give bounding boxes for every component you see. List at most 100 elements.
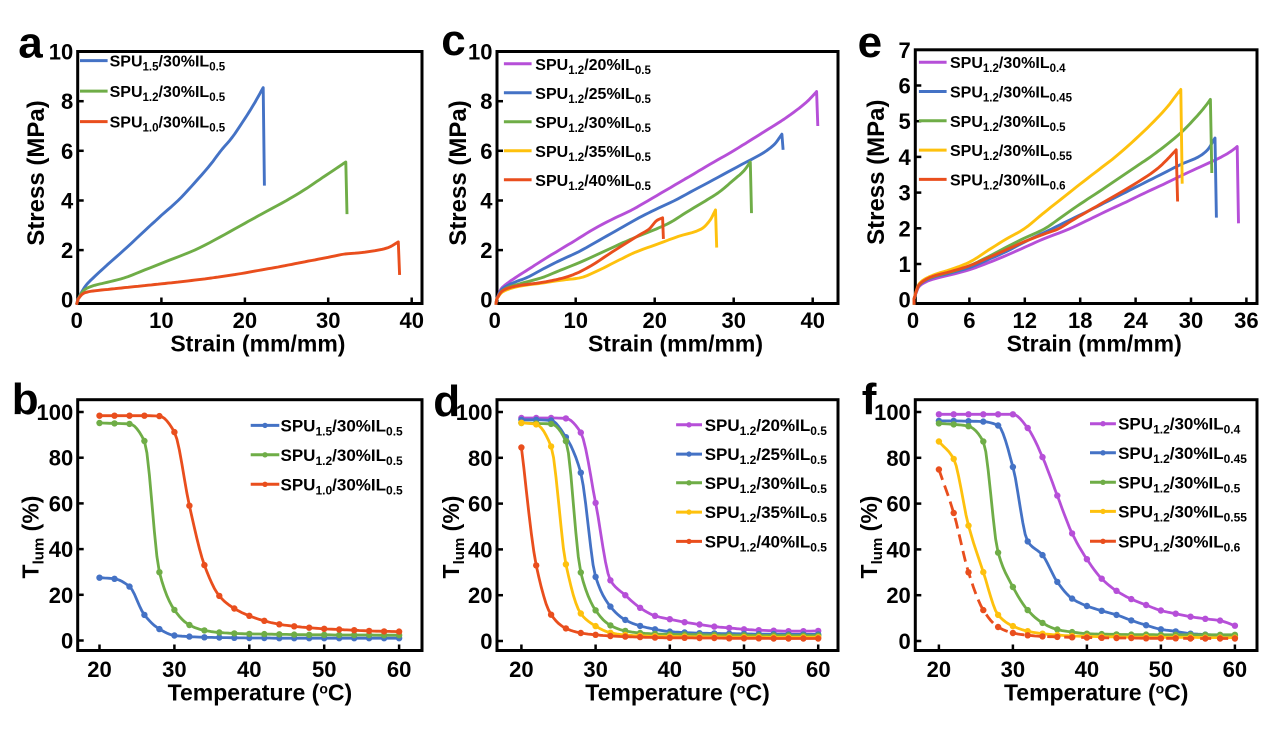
svg-text:Stress (MPa): Stress (MPa) [863,100,890,245]
svg-text:50: 50 [1149,657,1173,682]
svg-text:Tlum (%): Tlum (%) [18,496,48,579]
svg-text:SPU1.2/30%IL0.45: SPU1.2/30%IL0.45 [950,85,1073,105]
svg-text:2: 2 [899,216,911,241]
svg-text:d: d [433,377,460,426]
svg-text:8: 8 [61,89,73,114]
svg-text:80: 80 [886,446,910,471]
svg-text:0: 0 [61,288,73,313]
svg-text:SPU1.2/25%IL0.5: SPU1.2/25%IL0.5 [705,445,828,467]
svg-text:60: 60 [49,491,73,516]
svg-text:SPU1.2/35%IL0.5: SPU1.2/35%IL0.5 [535,144,651,164]
svg-text:SPU1.0/30%IL0.5: SPU1.0/30%IL0.5 [281,475,404,497]
svg-text:40: 40 [800,308,824,333]
svg-text:30: 30 [1179,308,1203,333]
svg-text:SPU1.2/20%IL0.5: SPU1.2/20%IL0.5 [705,416,828,438]
svg-text:SPU1.2/30%IL0.4: SPU1.2/30%IL0.4 [950,55,1066,75]
svg-text:SPU1.2/30%IL0.6: SPU1.2/30%IL0.6 [950,172,1066,192]
svg-text:0: 0 [480,629,492,654]
svg-text:6: 6 [480,139,492,164]
svg-text:Stress (MPa): Stress (MPa) [23,100,50,245]
svg-text:10: 10 [563,308,587,333]
svg-text:2: 2 [61,238,73,263]
svg-text:40: 40 [237,657,261,682]
svg-text:0: 0 [907,308,919,333]
svg-text:30: 30 [1001,657,1025,682]
svg-text:0: 0 [899,629,911,654]
svg-text:c: c [441,16,465,65]
svg-text:80: 80 [49,446,73,471]
svg-text:a: a [18,19,43,68]
svg-text:1: 1 [899,252,911,277]
svg-text:Strain (mm/mm): Strain (mm/mm) [170,331,345,357]
svg-text:SPU1.5/30%IL0.5: SPU1.5/30%IL0.5 [110,54,226,74]
svg-text:SPU1.2/30%IL0.45: SPU1.2/30%IL0.45 [1118,444,1247,466]
svg-text:50: 50 [312,657,336,682]
svg-text:SPU1.2/30%IL0.6: SPU1.2/30%IL0.6 [1118,532,1241,554]
svg-text:SPU1.2/30%IL0.4: SPU1.2/30%IL0.4 [1118,415,1241,437]
svg-text:10: 10 [149,308,173,333]
svg-text:20: 20 [886,583,910,608]
svg-text:SPU1.2/30%IL0.55: SPU1.2/30%IL0.55 [1118,502,1247,524]
svg-text:7: 7 [899,38,911,63]
svg-text:8: 8 [480,89,492,114]
svg-text:20: 20 [509,657,533,682]
svg-text:SPU1.2/30%IL0.5: SPU1.2/30%IL0.5 [950,114,1066,134]
svg-text:SPU1.2/40%IL0.5: SPU1.2/40%IL0.5 [535,173,651,193]
svg-text:6: 6 [899,74,911,99]
svg-text:Stress (MPa): Stress (MPa) [445,100,472,245]
svg-text:40: 40 [886,537,910,562]
svg-text:60: 60 [886,492,910,517]
svg-text:100: 100 [456,400,493,425]
svg-text:SPU1.2/30%IL0.5: SPU1.2/30%IL0.5 [110,84,226,104]
svg-text:Tlum (%): Tlum (%) [856,496,886,579]
svg-text:SPU1.2/30%IL0.5: SPU1.2/30%IL0.5 [1118,473,1241,495]
svg-text:50: 50 [732,657,756,682]
svg-text:Strain (mm/mm): Strain (mm/mm) [588,331,763,357]
svg-text:3: 3 [899,181,911,206]
svg-text:80: 80 [468,446,492,471]
svg-text:36: 36 [1234,308,1258,333]
svg-text:0: 0 [61,629,73,654]
svg-text:SPU1.2/25%IL0.5: SPU1.2/25%IL0.5 [535,86,651,106]
svg-text:e: e [858,18,882,67]
svg-text:2: 2 [480,238,492,263]
svg-text:20: 20 [49,583,73,608]
svg-text:20: 20 [642,308,666,333]
svg-text:30: 30 [162,657,186,682]
svg-text:SPU1.2/20%IL0.5: SPU1.2/20%IL0.5 [535,57,651,77]
svg-text:SPU1.2/30%IL0.5: SPU1.2/30%IL0.5 [705,474,828,496]
svg-text:SPU1.0/30%IL0.5: SPU1.0/30%IL0.5 [110,115,226,135]
svg-text:5: 5 [899,109,911,134]
svg-text:0: 0 [899,288,911,313]
svg-text:60: 60 [806,657,830,682]
svg-text:40: 40 [468,537,492,562]
svg-text:20: 20 [233,308,257,333]
svg-text:12: 12 [1013,308,1037,333]
svg-text:Strain (mm/mm): Strain (mm/mm) [1007,331,1182,357]
svg-text:SPU1.2/35%IL0.5: SPU1.2/35%IL0.5 [705,503,828,525]
svg-text:SPU1.2/40%IL0.5: SPU1.2/40%IL0.5 [705,532,828,554]
svg-text:SPU1.2/30%IL0.5: SPU1.2/30%IL0.5 [535,115,651,135]
svg-text:0: 0 [489,308,501,333]
svg-text:40: 40 [1075,657,1099,682]
svg-text:40: 40 [399,308,423,333]
svg-text:Tlum (%): Tlum (%) [438,496,468,579]
svg-text:100: 100 [36,400,73,425]
svg-text:20: 20 [927,657,951,682]
svg-text:60: 60 [468,492,492,517]
svg-text:SPU1.2/30%IL0.55: SPU1.2/30%IL0.55 [950,143,1073,163]
svg-text:10: 10 [468,40,492,65]
svg-text:SPU1.5/30%IL0.5: SPU1.5/30%IL0.5 [281,416,404,438]
svg-text:60: 60 [387,657,411,682]
svg-text:20: 20 [468,583,492,608]
svg-text:30: 30 [721,308,745,333]
svg-text:4: 4 [480,189,493,214]
svg-text:40: 40 [49,537,73,562]
svg-text:100: 100 [874,400,911,425]
svg-text:40: 40 [658,657,682,682]
svg-text:30: 30 [316,308,340,333]
svg-text:SPU1.2/30%IL0.5: SPU1.2/30%IL0.5 [281,446,404,468]
svg-text:6: 6 [963,308,975,333]
svg-text:0: 0 [71,308,83,333]
svg-text:24: 24 [1123,308,1148,333]
